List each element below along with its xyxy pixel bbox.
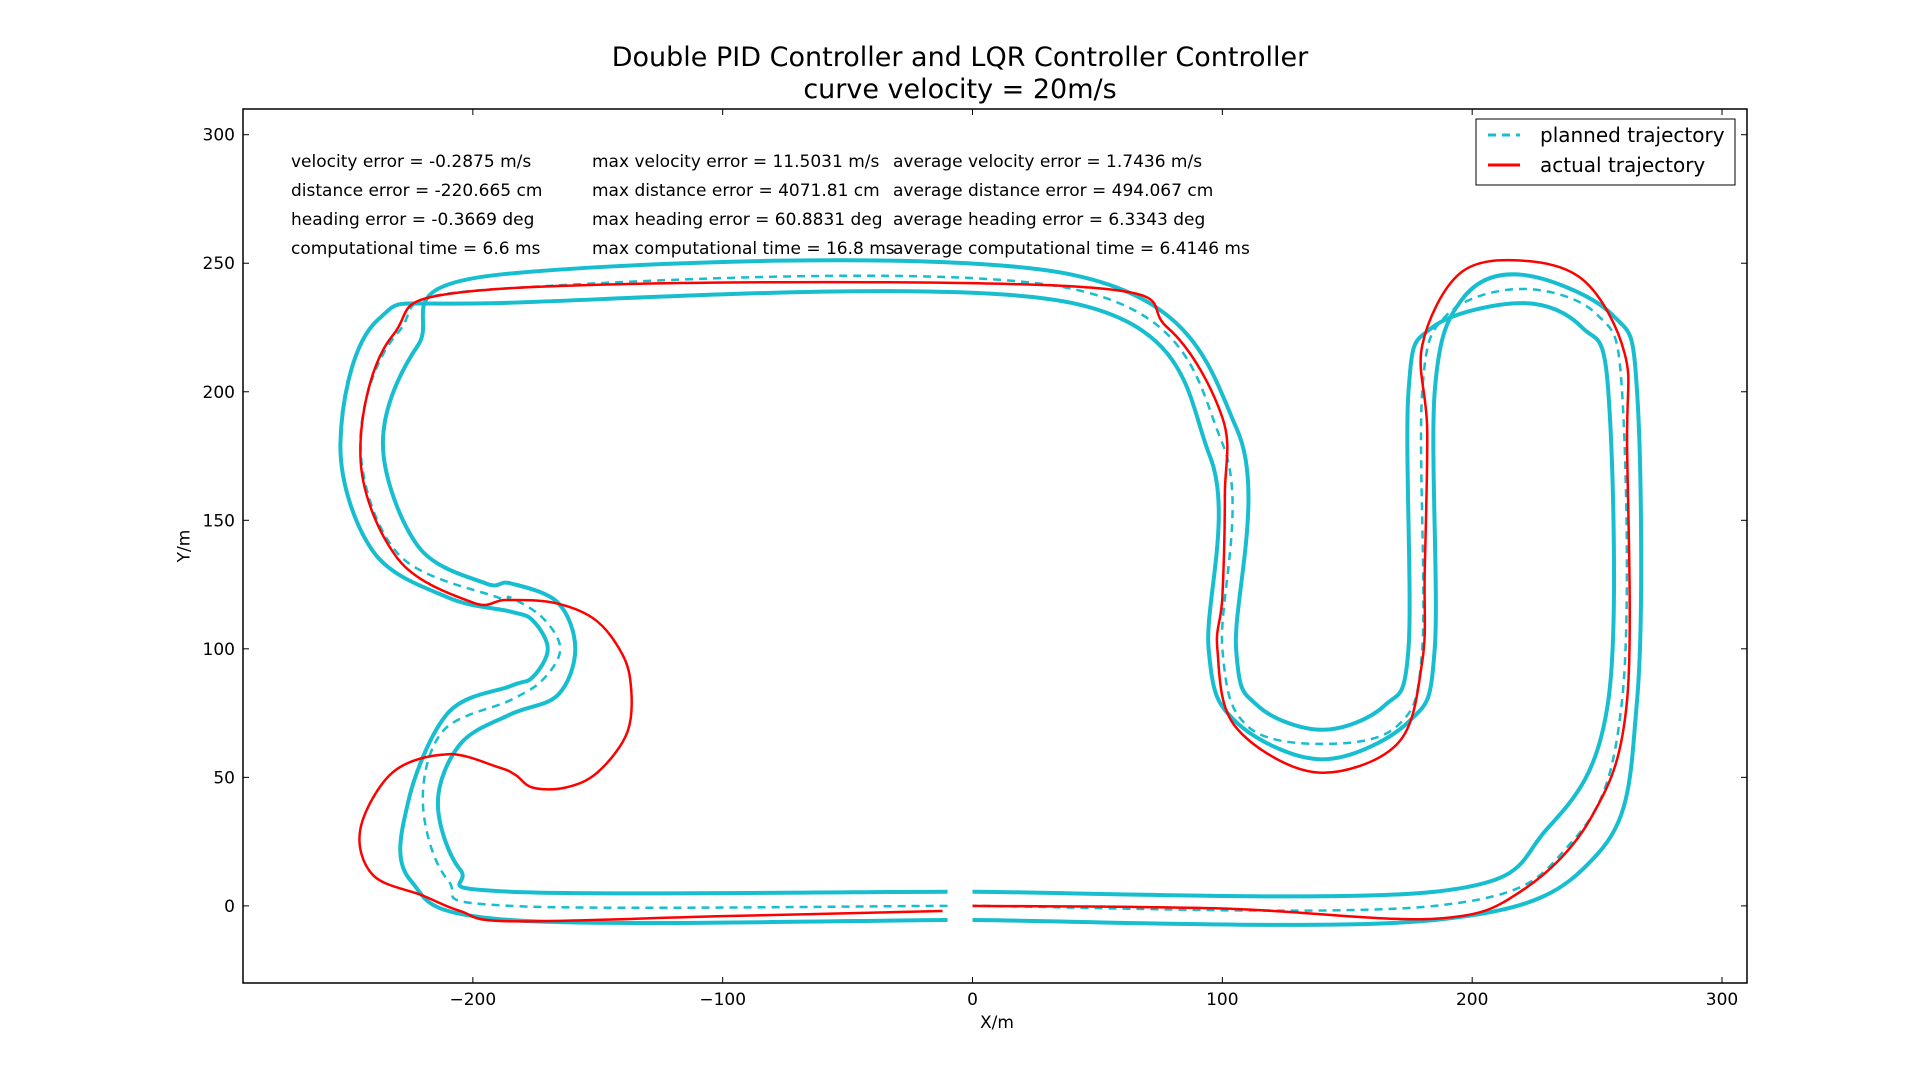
- x-tick-label: 100: [1206, 990, 1238, 1010]
- legend-box: [1475, 118, 1736, 186]
- y-tick-label: 300: [203, 126, 235, 146]
- chart-subtitle: curve velocity = 20m/s: [803, 74, 1117, 105]
- y-tick-label: 0: [224, 897, 235, 917]
- stat-text: computational time = 6.6 ms: [291, 239, 541, 259]
- x-axis-label: X/m: [980, 1013, 1014, 1033]
- y-axis-label: Y/m: [174, 529, 195, 563]
- y-tick-label: 200: [203, 383, 235, 403]
- stat-text: max distance error = 4071.81 cm: [592, 181, 880, 201]
- series-actual-trajectory: [358, 258, 1632, 923]
- x-tick-label: −200: [449, 990, 496, 1010]
- legend-label: planned trajectory: [1540, 123, 1725, 147]
- stat-text: max heading error = 60.8831 deg: [592, 210, 883, 230]
- x-tick-label: 0: [967, 990, 978, 1010]
- stat-text: distance error = -220.665 cm: [291, 181, 542, 201]
- x-tick-label: 300: [1706, 990, 1738, 1010]
- x-tick-label: 200: [1456, 990, 1488, 1010]
- stat-text: average velocity error = 1.7436 m/s: [893, 152, 1202, 172]
- y-tick-label: 50: [213, 768, 235, 788]
- y-tick-label: 250: [203, 254, 235, 274]
- legend-label: actual trajectory: [1540, 153, 1705, 177]
- stat-text: average distance error = 494.067 cm: [893, 181, 1213, 201]
- y-tick-label: 150: [203, 511, 235, 531]
- series-track-boundary-2: [338, 272, 1644, 927]
- series-track-boundary-3: [380, 258, 1616, 899]
- x-tick-label: −100: [699, 990, 746, 1010]
- stat-text: max velocity error = 11.5031 m/s: [592, 152, 879, 172]
- stat-text: average computational time = 6.4146 ms: [893, 239, 1250, 259]
- stat-text: velocity error = -0.2875 m/s: [291, 152, 531, 172]
- stat-text: average heading error = 6.3343 deg: [893, 210, 1205, 230]
- chart-title: Double PID Controller and LQR Controller…: [611, 42, 1309, 73]
- stat-text: heading error = -0.3669 deg: [291, 210, 534, 230]
- plot-frame: [242, 108, 1748, 984]
- y-tick-label: 100: [203, 640, 235, 660]
- series-planned-trajectory: [359, 274, 1629, 912]
- stat-text: max computational time = 16.8 ms: [592, 239, 895, 259]
